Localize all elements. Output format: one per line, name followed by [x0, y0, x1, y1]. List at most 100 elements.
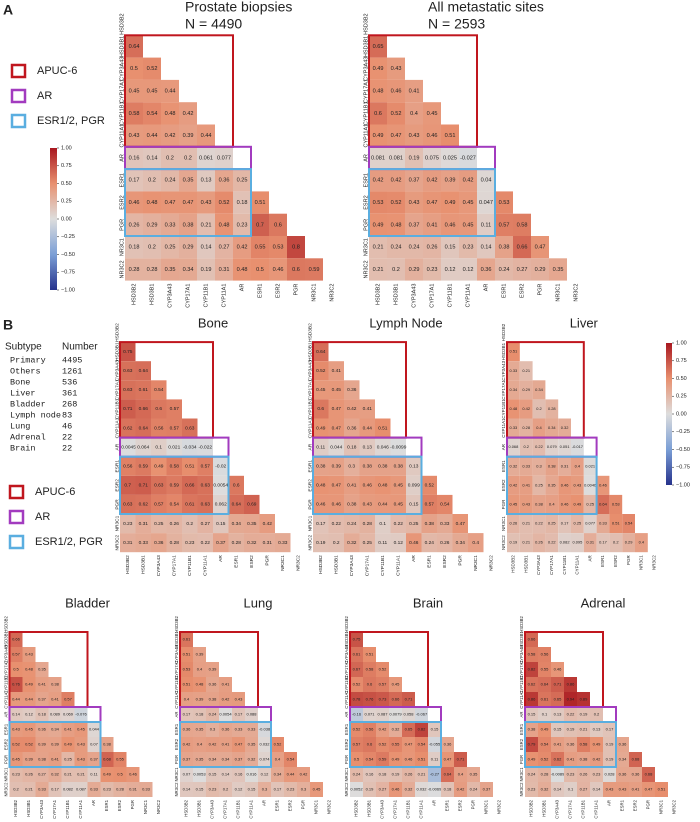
- row-label: ESR2: [4, 738, 9, 750]
- cell-label: 0.32: [405, 787, 414, 792]
- heatmap-cell: [538, 752, 551, 767]
- cell-label: 0.58: [528, 652, 537, 657]
- heatmap-cell: [441, 146, 459, 170]
- cell-label: -0.022: [198, 444, 212, 450]
- row-label: CYP11A1: [501, 418, 506, 438]
- heatmap-cell: [22, 722, 36, 737]
- heatmap-cell: [179, 102, 197, 125]
- heatmap-cell: [369, 191, 387, 214]
- chart-title: All metastatic sites: [428, 0, 544, 15]
- chart-subtitle: N = 2593: [428, 16, 485, 32]
- heatmap-cell: [143, 124, 161, 147]
- row-label: CYP11A1: [344, 690, 349, 709]
- cell-label: 0.64: [316, 349, 326, 355]
- row-label: AR: [501, 443, 506, 450]
- cell-label: 0.45: [313, 787, 322, 792]
- heatmap-cell: [564, 767, 577, 782]
- cell-label: 0.24: [499, 267, 510, 273]
- cell-label: 0.71: [123, 406, 133, 412]
- cell-label: 0.49: [445, 200, 456, 206]
- row-label: CYP11B1: [519, 675, 524, 694]
- heatmap-cell: [48, 707, 62, 722]
- column-label: HSD3B2: [318, 555, 324, 574]
- cell-label: 0.27: [379, 787, 388, 792]
- cell-label: 0.66: [185, 483, 195, 489]
- heatmap-cell: [61, 707, 75, 722]
- legend-label: APUC-6: [35, 486, 75, 498]
- cell-label: 0.42: [183, 742, 192, 747]
- cell-label: 0.61: [541, 697, 550, 702]
- cell-label: -0.0089: [551, 772, 565, 777]
- heatmap-cell: [387, 102, 405, 125]
- colorbar-tick-label: 0.75: [676, 358, 687, 364]
- cell-label: 0.46: [427, 133, 438, 139]
- heatmap-cell: [459, 236, 477, 259]
- cell-label: 0.61: [183, 637, 192, 642]
- column-label: NR3C2: [329, 284, 335, 302]
- heatmap-cell: [206, 737, 219, 752]
- row-label: AR: [119, 154, 125, 162]
- column-label: CYP17A1: [429, 284, 435, 308]
- row-label: CYP3A43: [119, 57, 125, 81]
- row-label: PGR: [174, 755, 179, 764]
- heatmap-cell: [405, 213, 423, 236]
- heatmap-cell: [359, 399, 375, 419]
- heatmap-cell: [616, 782, 629, 797]
- heatmap-cell: [363, 662, 376, 677]
- cell-label: 0.48: [316, 483, 326, 489]
- cell-label: 0.58: [517, 222, 528, 228]
- heatmap-cell: [179, 169, 197, 192]
- cell-label: 0.45: [316, 387, 326, 393]
- cell-label: 0.22: [201, 540, 211, 546]
- chart-title: Brain: [413, 595, 443, 610]
- heatmap-cell: [233, 236, 251, 259]
- cell-label: 0.24: [409, 245, 420, 251]
- row-label: HSD3B1: [4, 631, 9, 648]
- cell-label: 0.17: [606, 727, 615, 732]
- heatmap-cell: [415, 722, 428, 737]
- column-label: HSD3B2: [125, 555, 131, 574]
- cell-label: 0.54: [541, 742, 550, 747]
- row-label: CYP11A1: [174, 690, 179, 709]
- heatmap-cell: [421, 494, 437, 514]
- cell-label: 0.17: [316, 521, 326, 527]
- cell-label: 0.27: [38, 772, 47, 777]
- cell-label: 0.66: [517, 245, 528, 251]
- heatmap-cell: [564, 677, 577, 692]
- heatmap-cell: [415, 767, 428, 782]
- cell-label: 0.34: [548, 425, 556, 430]
- cell-label: 0.73: [379, 697, 388, 702]
- heatmap-cell: [402, 737, 415, 752]
- colorbar-tick-label: −0.75: [676, 465, 690, 471]
- cell-label: 0.62: [123, 425, 133, 431]
- cell-label: 0.19: [580, 712, 589, 717]
- cell-label: 0.49: [25, 682, 34, 687]
- heatmap-cell: [564, 722, 577, 737]
- cell-label: 0.94: [567, 697, 576, 702]
- cell-label: 0.22: [394, 521, 404, 527]
- heatmap-cell: [531, 236, 549, 259]
- table-cell: Lymph node: [10, 410, 61, 420]
- heatmap-cell: [251, 213, 269, 236]
- cell-label: 0.13: [363, 444, 373, 450]
- cell-label: 0.71: [457, 757, 466, 762]
- row-label: HSD3B1: [174, 631, 179, 648]
- heatmap-cell: [232, 707, 245, 722]
- legend-label: APUC-6: [37, 65, 77, 77]
- cell-label: 0.2: [594, 712, 600, 717]
- cell-label: 0.33: [248, 727, 257, 732]
- heatmap-cell: [61, 767, 75, 782]
- cell-label: 0.45: [463, 200, 474, 206]
- heatmap-cell: [161, 236, 179, 259]
- heatmap-cell: [197, 514, 213, 534]
- row-label: CYP11A1: [363, 124, 369, 148]
- cell-label: 0.54: [170, 502, 180, 508]
- cell-label: 0.58: [170, 464, 180, 470]
- heatmap-cell: [206, 782, 219, 797]
- heatmap-cell: [219, 737, 232, 752]
- group-box: [312, 455, 423, 516]
- cell-label: 0.48: [378, 483, 388, 489]
- cell-label: 0.0046: [584, 482, 597, 487]
- heatmap-cell: [402, 722, 415, 737]
- heatmap-cell: [545, 399, 559, 419]
